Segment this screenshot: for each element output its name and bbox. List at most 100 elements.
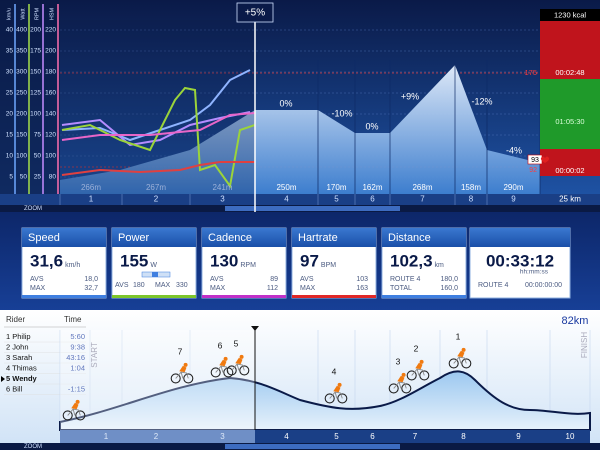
axis-tick: 15	[6, 132, 14, 139]
stat-header	[292, 228, 376, 247]
stat-bar	[292, 295, 376, 298]
segment-distance: 170m	[326, 183, 346, 192]
course-segment: 6	[370, 432, 375, 441]
jersey	[457, 350, 465, 358]
wheel	[337, 393, 348, 404]
stat-row-value: 112	[267, 285, 278, 292]
segment-distance: 266m	[81, 183, 101, 192]
frame	[453, 356, 467, 364]
stat-row-label: AVS	[210, 276, 224, 283]
course-distance: 82km	[562, 315, 589, 327]
axis-tick: 20	[6, 111, 14, 118]
course-segment: 4	[284, 432, 289, 441]
heartrate-line	[61, 112, 256, 141]
axis-tick: 200	[45, 48, 56, 55]
wheel	[62, 410, 73, 421]
past-overlay	[60, 20, 255, 195]
axis-tick: 200	[16, 111, 27, 118]
start-label: START	[90, 342, 99, 368]
segment-number: 3	[220, 195, 225, 204]
rider-time: -1:15	[68, 384, 85, 393]
helmet	[337, 382, 342, 387]
stat-value: 155	[120, 251, 148, 270]
stat-unit: W	[150, 262, 157, 269]
stat-row-label: ROUTE 4	[478, 282, 508, 289]
stat-title: Distance	[388, 232, 431, 244]
rider-name: 1 Philip	[6, 332, 31, 341]
course-segment: 9	[516, 432, 521, 441]
rider-name: 3 Sarah	[6, 353, 32, 362]
rider-marker: 2	[414, 343, 419, 353]
jersey	[235, 357, 243, 365]
stat-unit: BPM	[321, 262, 336, 269]
wheel	[401, 383, 412, 394]
heart-icon	[540, 156, 550, 163]
axis-tick: 35	[6, 48, 14, 55]
segment-grade: -4%	[506, 145, 522, 155]
stat-row-value: 160,0	[440, 285, 458, 292]
axis-tick: 50	[34, 153, 42, 160]
cyclist	[62, 399, 86, 421]
axis-tick: 100	[16, 153, 27, 160]
course-segment: 8	[461, 432, 466, 441]
axis-tick: 150	[16, 132, 27, 139]
power-line	[61, 86, 256, 189]
zoom-slider[interactable]	[225, 206, 400, 211]
wheel	[419, 370, 430, 381]
axis-tick: 200	[30, 27, 41, 34]
stat-header	[382, 228, 466, 247]
helmet	[419, 359, 424, 364]
segment-distance: 268m	[412, 183, 432, 192]
stat-row-label: TOTAL	[390, 285, 412, 292]
axis-tick: 75	[34, 132, 42, 139]
axis-tick: 80	[49, 174, 57, 181]
course-hill	[59, 370, 591, 431]
axis-tick: 100	[30, 111, 41, 118]
axis-unit: km/u	[6, 8, 12, 20]
rider-header: Rider	[6, 315, 25, 324]
stat-row-value: 00:00:00:00	[525, 282, 562, 289]
wheel	[448, 358, 459, 369]
cyclist	[406, 359, 430, 381]
stat-unit: hh:mm:ss	[520, 269, 549, 276]
rider-header: Time	[64, 315, 82, 324]
wheel	[75, 410, 86, 421]
axis-tick: 160	[45, 90, 56, 97]
segment-number: 6	[370, 195, 375, 204]
rider-time: 5:60	[70, 332, 85, 341]
axis-tick: 5	[9, 174, 13, 181]
segment-grade: 0%	[279, 98, 292, 108]
jersey	[333, 385, 341, 393]
axis-unit: Watt	[20, 8, 26, 20]
zone-time: 01:05:30	[555, 117, 584, 126]
segment-grade: -10%	[331, 108, 352, 118]
stat-title: Cadence	[208, 232, 252, 244]
stat-row-value: 18,0	[84, 276, 98, 283]
stat-row-value: 32,7	[84, 285, 98, 292]
stat-unit: km	[435, 262, 445, 269]
stat-row-label: AVS	[300, 276, 314, 283]
stat-title: Speed	[28, 232, 60, 244]
stat-row-value: 180	[133, 282, 145, 289]
axis-tick: 220	[45, 27, 56, 34]
stat-header	[22, 228, 106, 247]
hr-min: 92	[529, 167, 537, 174]
rider-marker: 4	[332, 366, 337, 376]
wheel	[324, 393, 335, 404]
course-segment: 7	[413, 432, 418, 441]
zoom-label: ZOOM	[24, 206, 42, 212]
jersey	[397, 375, 405, 383]
stat-value: 00:33:12	[486, 251, 554, 270]
rider-marker: 5	[234, 338, 239, 348]
segment-number: 5	[334, 195, 339, 204]
grade-marker-box	[236, 2, 274, 23]
cyclist	[170, 362, 194, 384]
segment-number: 1	[89, 195, 94, 204]
segment-distance: 162m	[362, 183, 382, 192]
stat-bar	[382, 295, 466, 298]
stat-title: Hartrate	[298, 232, 338, 244]
zone-time: 00:00:02	[555, 166, 584, 175]
zoom-slider[interactable]	[225, 444, 400, 449]
frame	[231, 363, 245, 371]
